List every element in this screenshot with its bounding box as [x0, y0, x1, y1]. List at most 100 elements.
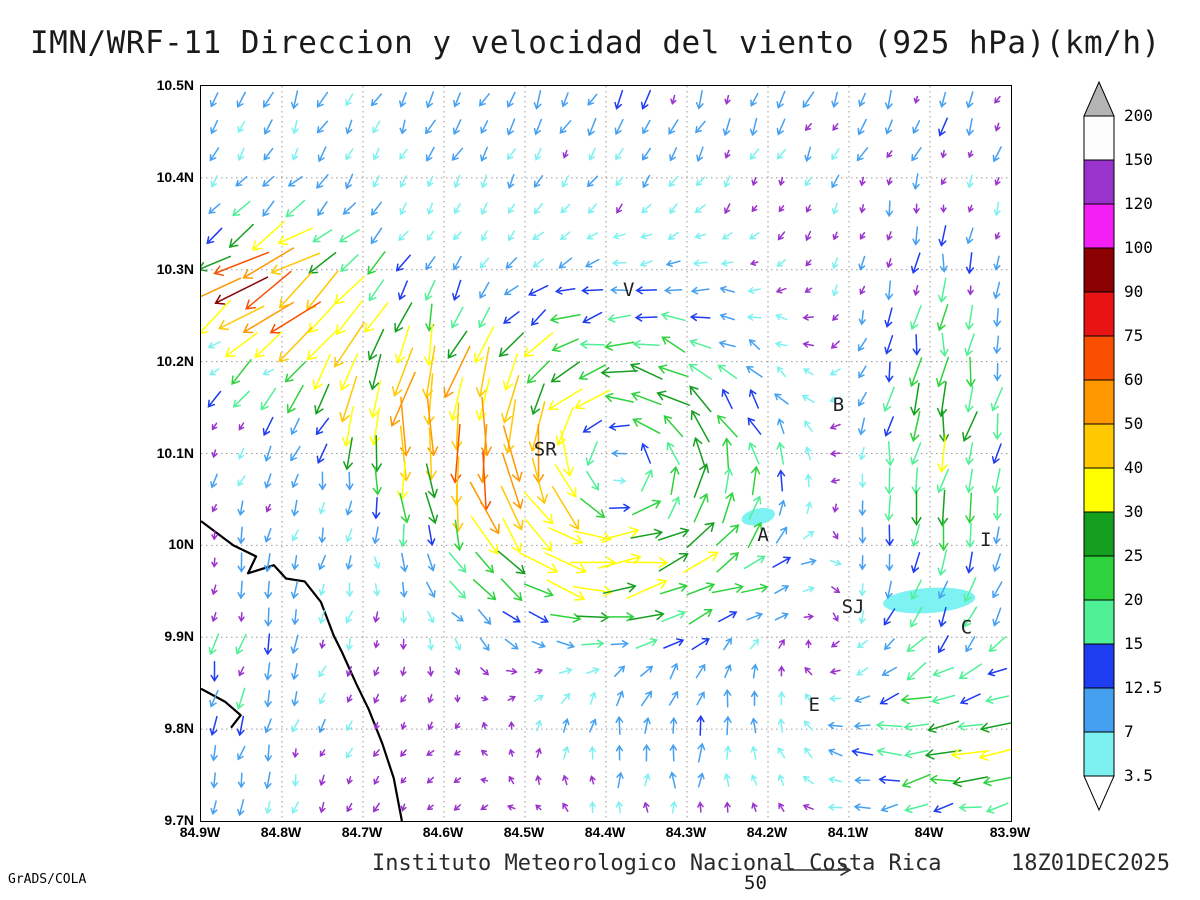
wind-arrow	[549, 314, 581, 324]
wind-arrow	[938, 519, 949, 552]
wind-arrow	[318, 501, 326, 515]
wind-arrow	[776, 441, 785, 465]
wind-arrow	[615, 148, 624, 161]
wind-arrow	[502, 311, 520, 324]
wind-arrow	[576, 612, 610, 623]
wind-arrow	[345, 528, 353, 543]
wind-arrow	[992, 146, 1002, 163]
wind-arrow	[724, 203, 731, 215]
wind-arrow	[904, 749, 929, 759]
wind-arrow	[426, 804, 434, 811]
wind-arrow	[454, 637, 462, 652]
wind-arrow	[345, 610, 354, 624]
wind-arrow	[477, 423, 489, 484]
wind-arrow	[278, 326, 313, 363]
wind-arrow	[967, 150, 974, 159]
wind-arrow	[910, 523, 921, 548]
wind-arrow	[394, 302, 413, 333]
wind-arrow	[262, 175, 275, 188]
wind-arrow	[804, 747, 813, 759]
wind-arrow	[993, 362, 1002, 382]
wind-arrow	[589, 800, 596, 814]
wind-arrow	[829, 450, 841, 457]
wind-arrow	[670, 465, 680, 496]
wind-arrow	[318, 692, 326, 705]
wind-arrow	[963, 577, 977, 603]
wind-arrow	[802, 314, 814, 321]
wind-arrow	[554, 286, 576, 295]
colorbar-tick-label: 60	[1124, 370, 1143, 389]
wind-arrow	[639, 260, 653, 267]
wind-arrow	[306, 329, 339, 361]
wind-arrow	[334, 322, 365, 368]
wind-arrow	[830, 640, 840, 648]
wind-arrow	[802, 775, 814, 785]
wind-arrow	[480, 202, 488, 216]
wind-arrow	[224, 332, 258, 358]
colorbar-overflow-top	[1083, 80, 1115, 117]
wind-arrow	[400, 552, 409, 573]
wind-arrow	[586, 470, 599, 491]
wind-arrow	[480, 804, 489, 811]
wind-arrow	[911, 551, 921, 574]
wind-arrow	[857, 391, 867, 407]
wind-arrow	[548, 527, 584, 545]
wind-arrow	[345, 93, 354, 107]
wind-arrow	[400, 803, 407, 812]
wind-arrow	[859, 176, 866, 187]
wind-arrow	[506, 91, 516, 108]
wind-arrow	[904, 803, 929, 814]
wind-arrow	[663, 286, 683, 295]
wind-arrow	[264, 607, 273, 627]
wind-arrow	[615, 744, 624, 761]
wind-arrow	[632, 418, 661, 434]
wind-arrow	[881, 666, 898, 677]
wind-arrow	[264, 527, 272, 543]
wind-arrow	[909, 606, 923, 628]
wind-arrow	[640, 690, 653, 707]
wind-arrow	[535, 747, 542, 758]
wind-arrow	[339, 353, 359, 392]
wind-arrow	[582, 311, 603, 324]
wind-arrow	[632, 339, 660, 349]
wind-arrow	[338, 229, 360, 243]
wind-arrow	[832, 503, 839, 513]
wind-arrow	[668, 690, 679, 706]
wind-arrow	[939, 91, 947, 108]
wind-arrow	[560, 430, 574, 478]
wind-arrow	[936, 356, 950, 388]
wind-arrow	[991, 443, 1002, 465]
wind-arrow	[776, 259, 787, 267]
y-tick-label: 10.2N	[156, 352, 194, 369]
wind-arrow	[238, 612, 245, 623]
wind-arrow	[427, 610, 435, 624]
wind-arrow	[318, 554, 326, 571]
wind-arrow	[692, 259, 708, 267]
wind-arrow	[750, 690, 759, 707]
wind-arrow	[508, 775, 515, 785]
wind-arrow	[669, 203, 678, 215]
wind-arrow	[427, 524, 436, 547]
wind-arrow	[992, 495, 1002, 521]
wind-arrow	[479, 281, 490, 300]
wind-arrow	[938, 225, 947, 247]
wind-arrow	[775, 313, 788, 321]
wind-arrow	[965, 551, 974, 574]
chart-title: IMN/WRF-11 Direccion y velocidad del vie…	[30, 25, 1161, 61]
wind-arrow	[693, 462, 710, 498]
wind-arrow	[209, 92, 219, 108]
wind-arrow	[958, 803, 982, 812]
wind-arrow	[886, 150, 893, 159]
wind-arrow	[718, 340, 736, 348]
wind-arrow	[400, 638, 407, 651]
station-label: SR	[534, 439, 557, 461]
wind-arrow	[232, 200, 251, 217]
wind-arrow	[669, 743, 678, 762]
wind-arrow	[587, 203, 598, 214]
wind-arrow	[716, 414, 738, 438]
wind-arrow	[886, 258, 893, 269]
wind-arrow	[831, 257, 839, 270]
wind-arrow	[291, 119, 299, 135]
wind-arrow	[316, 120, 329, 134]
wind-arrow	[748, 495, 762, 520]
